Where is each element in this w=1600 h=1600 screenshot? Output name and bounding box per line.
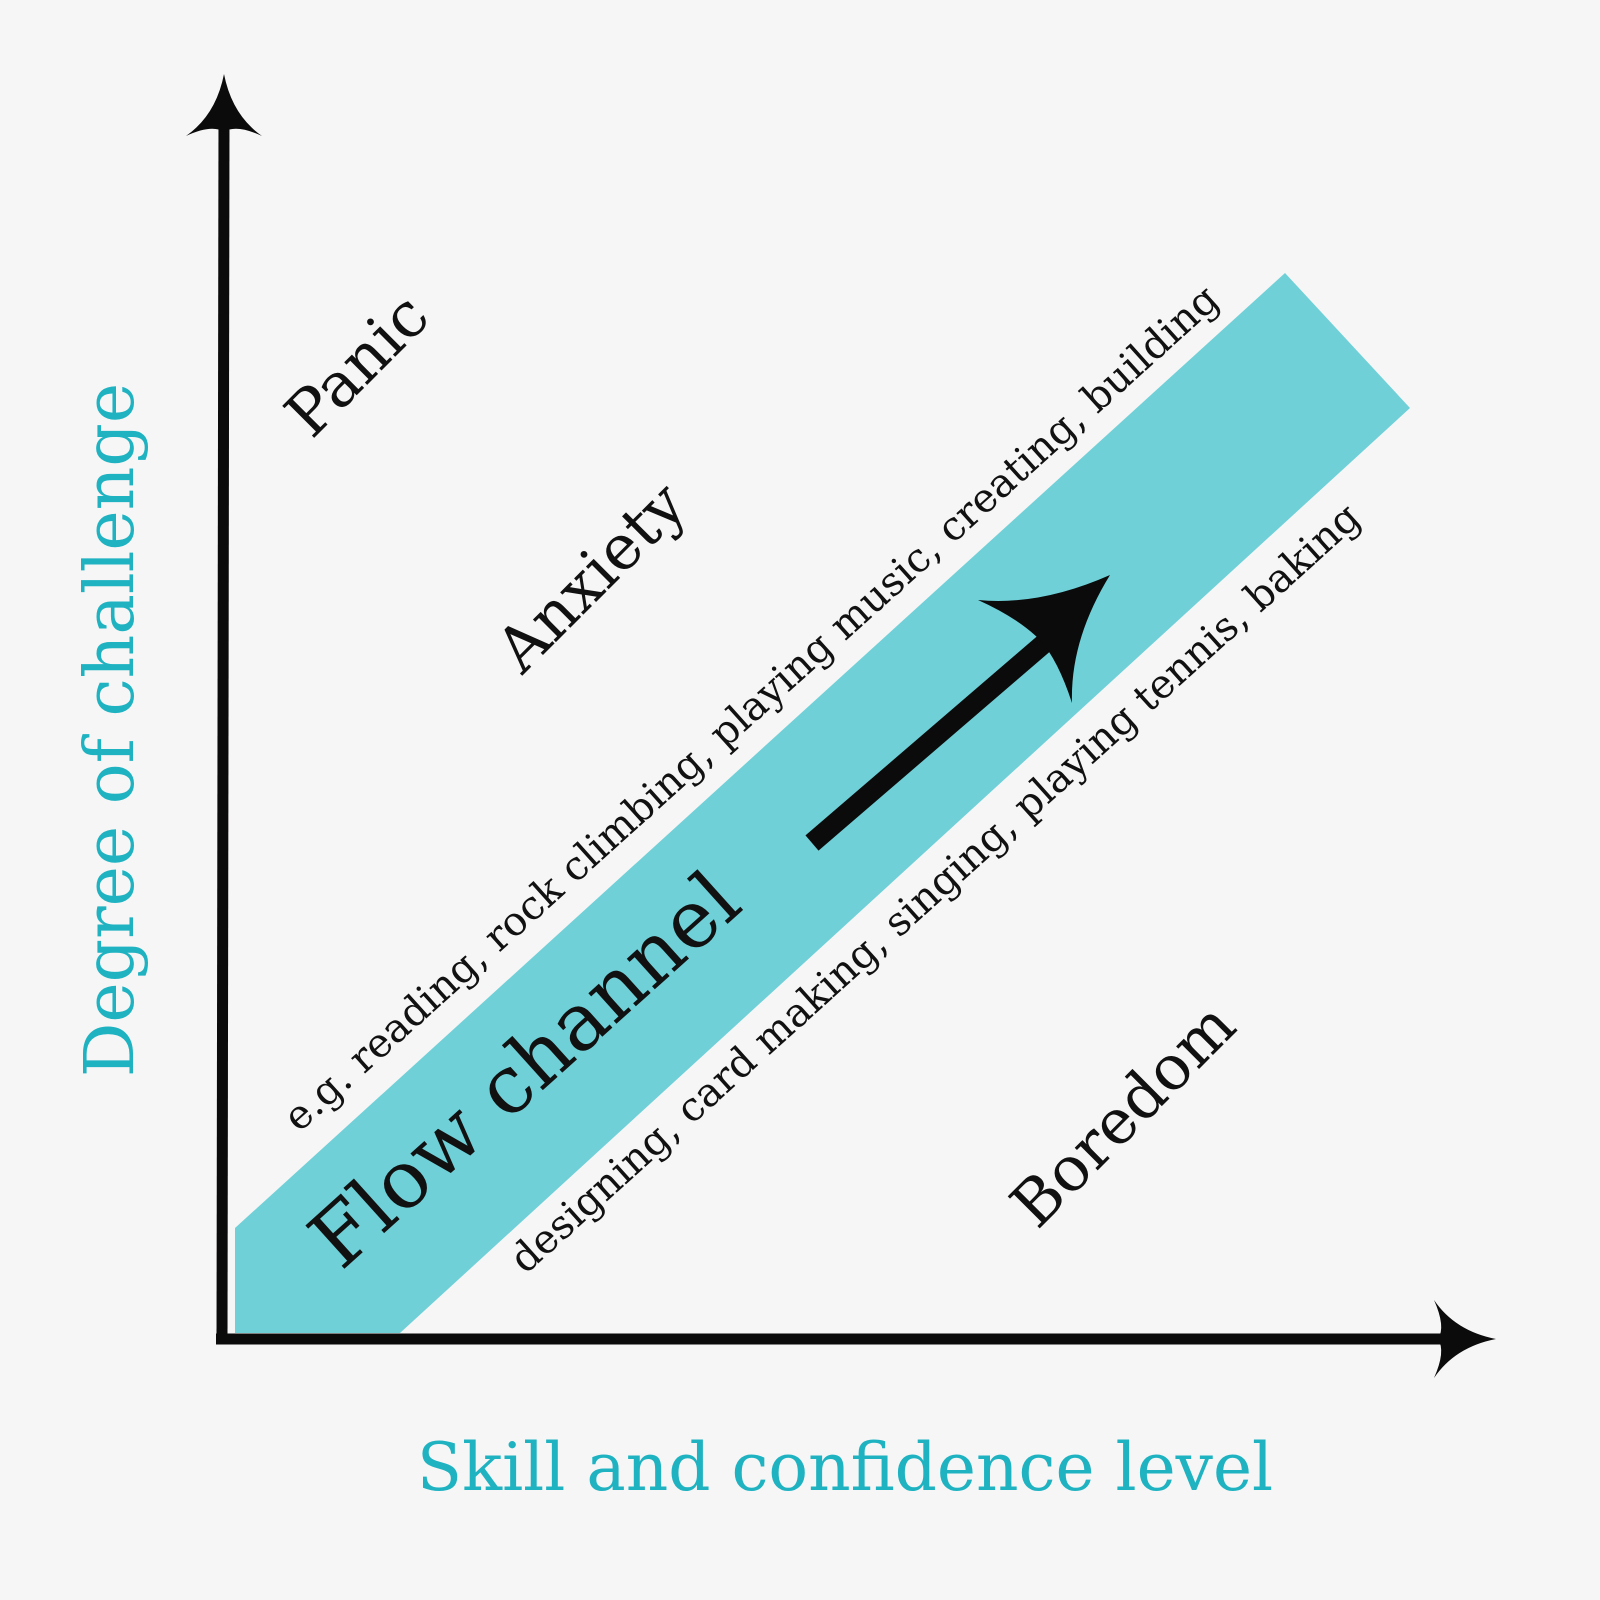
x-axis-title: Skill and confidence level (417, 1429, 1273, 1506)
y-axis-title: Degree of challenge (71, 383, 150, 1077)
y-axis-arrowhead (186, 74, 262, 136)
y-axis-line (216, 114, 230, 1341)
flow-direction-arrow-shaft (805, 620, 1069, 851)
flow-direction-arrowhead (978, 575, 1110, 703)
x-axis-arrowhead (1434, 1300, 1496, 1378)
flow-channel-band (235, 273, 1410, 1333)
